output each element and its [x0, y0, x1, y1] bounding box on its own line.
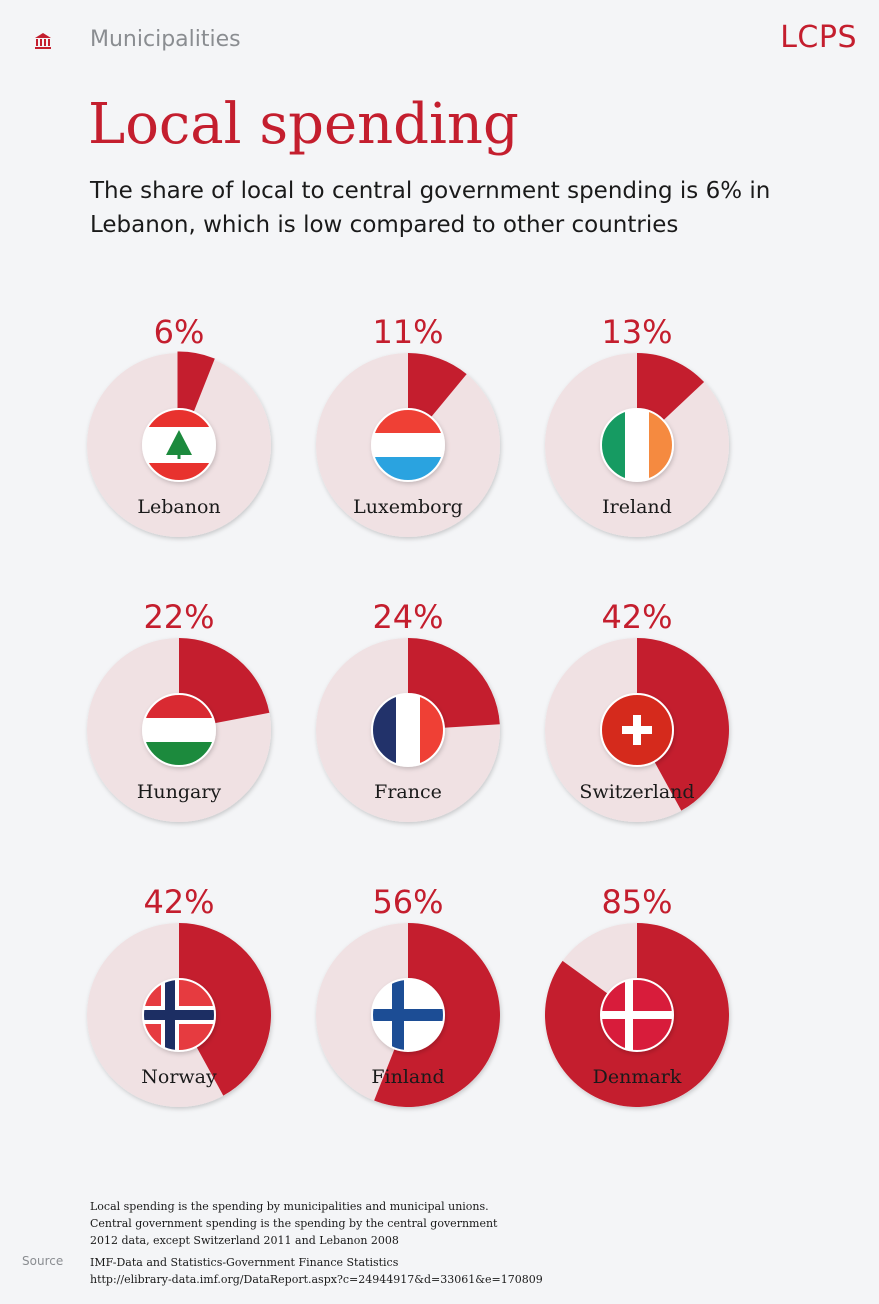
municipality-building-icon — [35, 33, 51, 49]
pie-slice — [179, 923, 271, 1096]
country-label: Switzerland — [579, 781, 694, 803]
note-line: Central government spending is the spend… — [90, 1217, 498, 1230]
source-text: IMF-Data and Statistics-Government Finan… — [90, 1254, 543, 1288]
value-label: 24% — [372, 598, 443, 636]
france-flag — [371, 693, 445, 767]
pie-denmark: 85% Denmark — [545, 883, 730, 1107]
country-label: Luxemborg — [353, 496, 463, 518]
value-label: 11% — [372, 313, 443, 351]
lcps-logo: LCPS — [780, 20, 857, 55]
pie-slice — [637, 638, 730, 811]
denmark-flag — [600, 978, 674, 1052]
finland-flag — [371, 978, 445, 1052]
value-label: 42% — [601, 598, 672, 636]
value-label: 22% — [143, 598, 214, 636]
country-label: Finland — [371, 1066, 444, 1088]
pie-luxemborg: 11% Luxemborg — [316, 313, 500, 537]
hungary-flag — [142, 693, 216, 767]
lebanon-flag — [142, 408, 216, 482]
country-label: France — [374, 781, 442, 803]
ireland-flag — [600, 408, 674, 482]
section-label: Municipalities — [90, 27, 241, 52]
pie-ireland: 13% Ireland — [545, 313, 729, 537]
notes: Local spending is the spending by munici… — [90, 1198, 497, 1249]
pie-norway: 42% Norway — [87, 883, 271, 1107]
country-label: Denmark — [593, 1066, 682, 1088]
country-label: Ireland — [602, 496, 672, 518]
country-label: Norway — [141, 1066, 217, 1088]
page-subtitle: The share of local to central government… — [90, 178, 771, 238]
value-label: 13% — [601, 313, 672, 351]
note-line: 2012 data, except Switzerland 2011 and L… — [90, 1234, 399, 1247]
source-line: IMF-Data and Statistics-Government Finan… — [90, 1256, 399, 1269]
source-link[interactable]: http://elibrary-data.imf.org/DataReport.… — [90, 1273, 543, 1286]
pie-hungary: 22% Hungary — [87, 598, 271, 822]
page-title: Local spending — [88, 92, 519, 157]
note-line: Local spending is the spending by munici… — [90, 1200, 489, 1213]
source-label: Source — [22, 1254, 64, 1268]
pie-france: 24% France — [316, 598, 500, 822]
norway-flag — [142, 978, 216, 1052]
pie-chart-grid: 6% Lebanon 11% Luxemborg 13% Ireland 22% Hungar… — [87, 313, 730, 1107]
value-label: 85% — [601, 883, 672, 921]
pie-finland: 56% Finland — [316, 883, 501, 1107]
switzerland-flag — [600, 693, 674, 767]
country-label: Hungary — [137, 781, 222, 803]
value-label: 42% — [143, 883, 214, 921]
luxembourg-flag — [371, 408, 445, 482]
pie-switzerland: 42% Switzerland — [545, 598, 730, 822]
value-label: 6% — [154, 313, 205, 351]
pie-lebanon: 6% Lebanon — [87, 313, 271, 537]
country-label: Lebanon — [137, 496, 220, 518]
value-label: 56% — [372, 883, 443, 921]
